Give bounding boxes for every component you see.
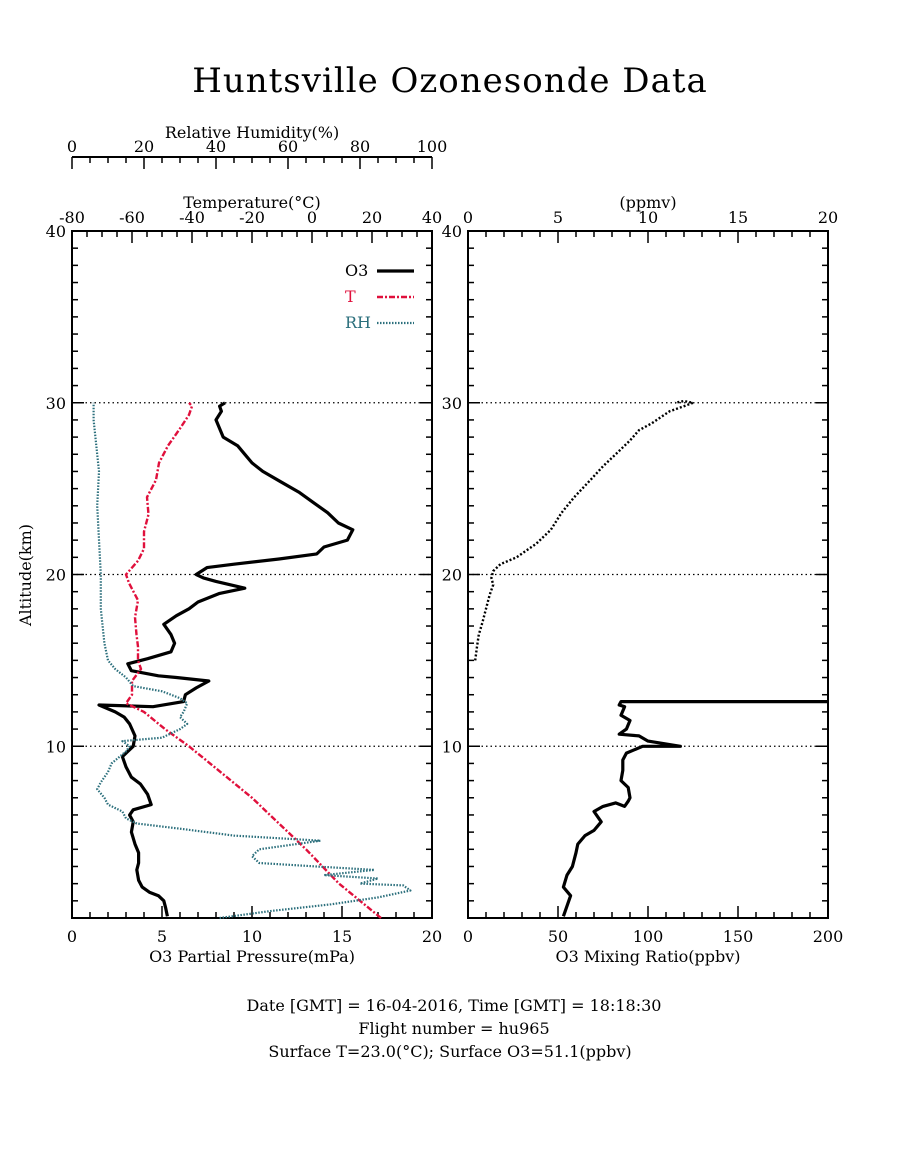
ppmv-tick-label: 20: [818, 208, 838, 227]
rh-tick-label: 40: [206, 137, 226, 156]
ppmv-axis-title: (ppmv): [619, 193, 676, 212]
ppmv-tick-label: 10: [638, 208, 658, 227]
y-tick-label: 40: [442, 222, 462, 241]
ppbv-tick-label: 200: [813, 927, 844, 946]
ppmv-tick-label: 15: [728, 208, 748, 227]
left-series: [92, 401, 412, 920]
footer-date-time: Date [GMT] = 16-04-2016, Time [GMT] = 18…: [247, 996, 662, 1015]
mixing-ratio-axis-title: O3 Mixing Ratio(ppbv): [555, 947, 740, 966]
ppbv-tick-label: 0: [463, 927, 473, 946]
o3-partial-pressure-axis-title: O3 Partial Pressure(mPa): [149, 947, 355, 966]
temperature-tick-label: -40: [179, 208, 205, 227]
ppmv-tick-label: 5: [553, 208, 563, 227]
o3pp-tick-label: 20: [422, 927, 442, 946]
y-tick-label: 10: [442, 737, 462, 756]
right-series: [474, 399, 828, 917]
rh-tick-label: 80: [350, 137, 370, 156]
temperature-tick-label: 20: [362, 208, 382, 227]
left-panel: Relative Humidity(%) Temperature(°C) O3 …: [16, 123, 447, 966]
y-tick-label: 30: [442, 394, 462, 413]
rh-tick-label: 20: [134, 137, 154, 156]
temperature-tick-label: -20: [239, 208, 265, 227]
series-o3-line: [97, 401, 355, 917]
temperature-tick-label: 40: [422, 208, 442, 227]
right-grid-lines: [468, 402, 828, 747]
temperature-axis-title: Temperature(°C): [183, 193, 321, 212]
series-rh-line: [92, 402, 412, 920]
legend: O3 T RH: [345, 261, 414, 332]
legend-label-rh: RH: [345, 313, 371, 332]
y-tick-label: 40: [46, 222, 66, 241]
footer-surface-values: Surface T=23.0(°C); Surface O3=51.1(ppbv…: [268, 1042, 631, 1061]
o3pp-tick-label: 15: [332, 927, 352, 946]
y-tick-label: 20: [442, 566, 462, 585]
ppbv-tick-label: 150: [723, 927, 754, 946]
temperature-tick-label: -60: [119, 208, 145, 227]
ppbv-tick-label: 50: [548, 927, 568, 946]
series-o3-ppmv-line: [474, 399, 695, 661]
o3pp-tick-label: 0: [67, 927, 77, 946]
y-tick-label: 30: [46, 394, 66, 413]
left-axis-ticks: 10 20 30 40 0 5 10 15 20 -80 -60 -40 -20 0 20 40 0 20 40 60…: [46, 137, 448, 946]
temperature-tick-label: -80: [59, 208, 85, 227]
rh-tick-label: 100: [417, 137, 448, 156]
series-t-line: [124, 402, 382, 919]
ppbv-tick-label: 100: [633, 927, 664, 946]
rh-tick-label: 0: [67, 137, 77, 156]
series-o3-ppbv-line: [561, 700, 828, 917]
legend-label-t: T: [345, 287, 356, 306]
altitude-axis-title: Altitude(km): [16, 524, 35, 627]
rh-axis-title: Relative Humidity(%): [165, 123, 339, 142]
o3pp-tick-label: 5: [157, 927, 167, 946]
footer-flight-number: Flight number = hu965: [358, 1019, 549, 1038]
y-tick-label: 10: [46, 737, 66, 756]
legend-label-o3: O3: [345, 261, 368, 280]
ppmv-tick-label: 0: [463, 208, 473, 227]
temperature-tick-label: 0: [307, 208, 317, 227]
chart-title: Huntsville Ozonesonde Data: [192, 61, 708, 101]
y-tick-label: 20: [46, 566, 66, 585]
rh-tick-label: 60: [278, 137, 298, 156]
o3pp-tick-label: 10: [242, 927, 262, 946]
